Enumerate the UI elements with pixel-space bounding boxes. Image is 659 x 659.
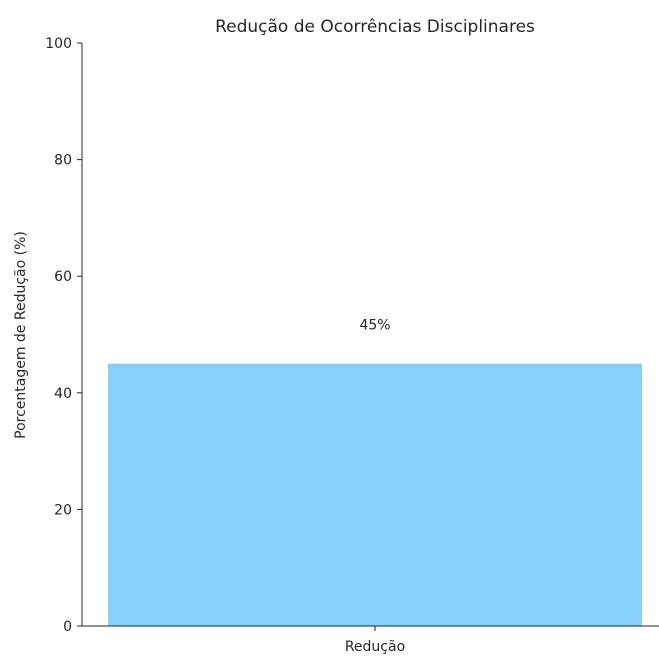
bar-0 <box>108 363 642 626</box>
y-tick-label-3: 60 <box>54 269 72 285</box>
y-tick-label-4: 80 <box>54 153 72 169</box>
y-tick-label-5: 100 <box>45 36 72 52</box>
y-axis-label: Porcentagem de Redução (%) <box>13 231 29 439</box>
plot-area: 45% Redução 0 20 40 60 80 100 <box>45 36 659 655</box>
data-label-0: 45% <box>359 318 390 334</box>
x-tick-label-0: Redução <box>345 639 405 655</box>
y-tick-label-1: 20 <box>54 502 72 518</box>
chart-title: Redução de Ocorrências Disciplinares <box>215 17 535 37</box>
y-tick-label-2: 40 <box>54 386 72 402</box>
y-tick-label-0: 0 <box>63 619 72 635</box>
